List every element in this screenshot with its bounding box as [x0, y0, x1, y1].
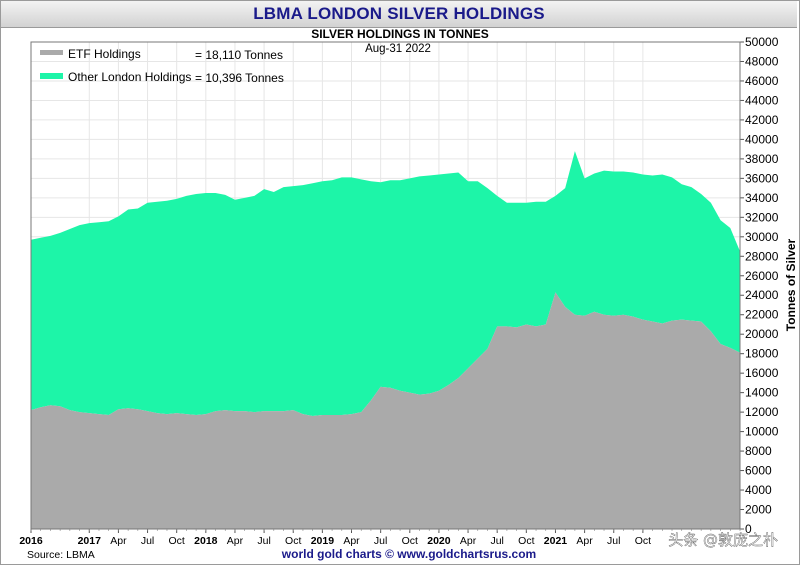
x-axis: 2016 2017 Apr Jul Oct 2018 Apr Jul Oct 2019 Apr Jul…: [19, 529, 741, 547]
source-text: Source: LBMA: [27, 549, 95, 561]
y-tick-label: 6000: [745, 464, 772, 478]
x-tick-label: 2021: [544, 535, 568, 547]
x-tick-label: 2016: [19, 535, 43, 547]
y-tick-label: 40000: [745, 132, 779, 146]
credit-text: world gold charts © www.goldchartsrus.co…: [281, 547, 536, 561]
x-tick-label: Apr: [460, 535, 477, 547]
y-tick-label: 32000: [745, 210, 779, 224]
area-other-london-holdings: [31, 151, 740, 417]
y-axis-label: Tonnes of Silver: [784, 238, 798, 331]
y-tick-label: 4000: [745, 483, 772, 497]
y-tick-label: 12000: [745, 405, 779, 419]
y-tick-label: 8000: [745, 444, 772, 458]
y-tick-label: 2000: [745, 503, 772, 517]
x-tick-label: Oct: [285, 535, 301, 547]
y-tick-label: 24000: [745, 288, 779, 302]
y-tick-label: 26000: [745, 269, 779, 283]
y-tick-label: 38000: [745, 152, 779, 166]
x-tick-label: 2020: [427, 535, 451, 547]
page-title: LBMA LONDON SILVER HOLDINGS: [253, 4, 545, 23]
x-tick-label: Oct: [402, 535, 418, 547]
areas: [31, 151, 740, 529]
y-tick-label: 30000: [745, 230, 779, 244]
chart-title: SILVER HOLDINGS IN TONNES: [311, 27, 489, 41]
x-tick-label: Apr: [110, 535, 127, 547]
x-tick-label: Jul: [141, 535, 154, 547]
plot-border: [30, 41, 741, 530]
y-tick-label: 20000: [745, 327, 779, 341]
x-tick-label: Jul: [490, 535, 503, 547]
legend-swatch-other: [40, 73, 63, 79]
x-tick-label: Oct: [169, 535, 185, 547]
area-etf-holdings: [31, 292, 740, 529]
x-tick-label: Oct: [635, 535, 651, 547]
x-tick-label: Apr: [343, 535, 360, 547]
x-tick-label: 2017: [78, 535, 102, 547]
y-tick-label: 44000: [745, 93, 779, 107]
y-tick-label: 42000: [745, 113, 779, 127]
y-tick-label: 46000: [745, 74, 779, 88]
legend-label-other: Other London Holdings: [68, 70, 191, 84]
legend-swatch-etf: [40, 50, 63, 55]
x-tick-label: 2018: [194, 535, 218, 547]
y-tick-label: 36000: [745, 171, 779, 185]
y-tick-label: 48000: [745, 54, 779, 68]
y-tick-label: 22000: [745, 308, 779, 322]
y-tick-label: 0: [745, 522, 752, 536]
x-tick-label: Jul: [257, 535, 270, 547]
watermark-text: 头条 @敦庞之朴: [668, 531, 778, 549]
x-tick-label: Apr: [227, 535, 244, 547]
x-tick-label: Jul: [374, 535, 387, 547]
y-tick-label: 10000: [745, 425, 779, 439]
y-tick-label: 14000: [745, 386, 779, 400]
y-tick-label: 50000: [745, 35, 779, 49]
y-tick-label: 34000: [745, 191, 779, 205]
chart-subtitle: Aug-31 2022: [365, 43, 431, 55]
x-tick-label: 2019: [311, 535, 335, 547]
x-tick-label: Jul: [607, 535, 620, 547]
x-tick-label: Oct: [518, 535, 534, 547]
y-tick-label: 28000: [745, 249, 779, 263]
title-bar: LBMA LONDON SILVER HOLDINGS: [1, 1, 797, 28]
y-tick-label: 16000: [745, 366, 779, 380]
legend-value-other: = 10,396 Tonnes: [195, 71, 284, 85]
y-axis: 0 2000 4000 6000 8000 10000 12000 14000 16000 180…: [740, 35, 779, 536]
legend-value-etf: = 18,110 Tonnes: [195, 48, 283, 62]
legend: ETF Holdings = 18,110 Tonnes Other Londo…: [40, 47, 284, 85]
y-tick-label: 18000: [745, 347, 779, 361]
legend-label-etf: ETF Holdings: [68, 47, 141, 61]
x-tick-label: Apr: [576, 535, 593, 547]
